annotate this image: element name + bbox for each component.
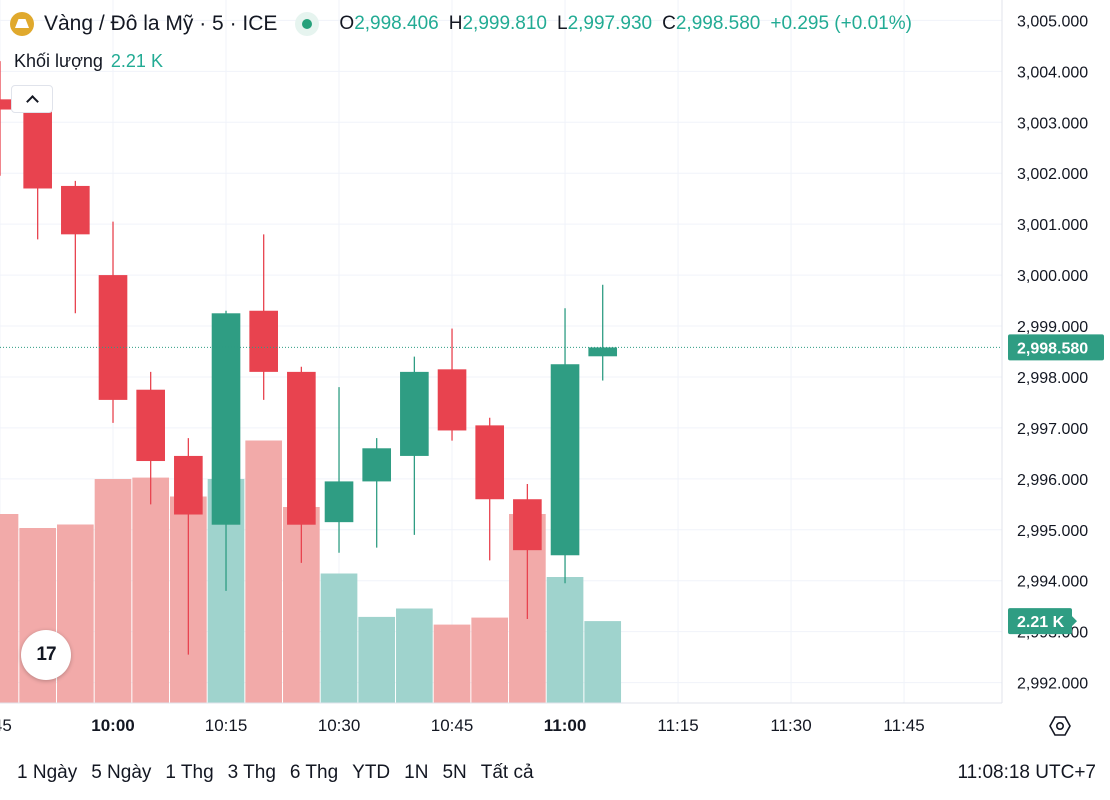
- low-label: L: [557, 13, 568, 34]
- range-ytd[interactable]: YTD: [352, 762, 391, 783]
- volume-bar: [132, 477, 170, 703]
- price-change: +0.295 (+0.01%): [770, 13, 912, 34]
- high-value: 2,999.810: [462, 13, 547, 34]
- open-value: 2,998.406: [354, 13, 439, 34]
- volume-bar: [320, 573, 358, 703]
- candle-body: [249, 310, 278, 372]
- candle-body: [324, 481, 354, 523]
- axis-value-labels: 2,998.580 2.21 K: [1008, 334, 1104, 635]
- date-range-selector: 1 Ngày 5 Ngày 1 Thg 3 Thg 6 Thg YTD 1N 5…: [10, 758, 541, 788]
- range-5-years[interactable]: 5N: [442, 762, 467, 783]
- candles: [0, 61, 618, 655]
- ohlc-values: O 2,998.406 H 2,999.810 L 2,997.930 C 2,998.…: [339, 13, 912, 35]
- price-tick-label: 2,996.000: [1017, 472, 1088, 489]
- range-6-months[interactable]: 6 Thg: [289, 762, 339, 783]
- candle-body: [475, 425, 505, 500]
- candle-body: [588, 347, 618, 357]
- chevron-up-icon: [25, 95, 39, 108]
- candle-body: [362, 448, 392, 482]
- range-all[interactable]: Tất cả: [480, 762, 534, 783]
- last-price-label: 2,998.580: [1017, 340, 1088, 357]
- range-1-month[interactable]: 1 Thg: [165, 762, 214, 783]
- open-label: O: [339, 13, 355, 34]
- range-1-year[interactable]: 1N: [404, 762, 429, 783]
- close-value: 2,998.580: [675, 13, 761, 34]
- time-tick-label: 10:30: [318, 716, 361, 735]
- symbol-title[interactable]: Vàng / Đô la Mỹ · 5 · ICE: [44, 12, 278, 35]
- candle-body: [287, 371, 316, 525]
- time-tick-label: 10:45: [431, 716, 474, 735]
- candle-body: [211, 313, 241, 525]
- time-tick-label: 10:15: [205, 716, 248, 735]
- range-5-days[interactable]: 5 Ngày: [91, 762, 152, 783]
- time-tick-label: 11:15: [657, 716, 698, 735]
- price-tick-label: 3,001.000: [1017, 217, 1088, 234]
- price-tick-label: 3,005.000: [1017, 13, 1088, 30]
- volume-bar: [0, 514, 19, 703]
- time-tick-label: 11:00: [544, 716, 587, 735]
- settings-hexagon-icon: [1049, 716, 1071, 736]
- volume-bar: [94, 479, 132, 703]
- time-axis[interactable]: :45 10:00 10:15 10:30 10:45 11:00 11:15 11:30 11…: [0, 716, 925, 735]
- volume-bar: [471, 617, 509, 703]
- candle-body: [550, 364, 580, 556]
- candle-body: [400, 371, 429, 456]
- gold-bar-icon[interactable]: [10, 12, 34, 36]
- volume-bar: [396, 608, 433, 703]
- last-volume-label-arrow: [1072, 616, 1077, 627]
- price-tick-label: 3,004.000: [1017, 64, 1088, 81]
- market-status-icon[interactable]: [295, 12, 320, 36]
- candle-body: [98, 275, 128, 400]
- time-tick-label: 11:30: [770, 716, 811, 735]
- price-tick-label: 2,995.000: [1017, 523, 1088, 540]
- time-tick-label: :45: [0, 716, 12, 735]
- price-tick-label: 2,998.000: [1017, 370, 1088, 387]
- last-volume-label: 2.21 K: [1017, 614, 1065, 631]
- bottom-toolbar: 1 Ngày 5 Ngày 1 Thg 3 Thg 6 Thg YTD 1N 5…: [0, 758, 1110, 792]
- candle-body: [136, 389, 165, 462]
- last-volume-label-bg: [1008, 608, 1072, 635]
- volume-bar: [358, 616, 396, 703]
- candle-body: [513, 499, 542, 551]
- candle-body: [0, 99, 15, 110]
- volume-bar: [546, 577, 584, 703]
- volume-bar: [245, 440, 283, 703]
- volume-bar: [57, 524, 94, 703]
- candle-body: [174, 455, 203, 515]
- tradingview-logo-icon[interactable]: 17: [21, 630, 71, 680]
- volume-label[interactable]: Khối lượng: [14, 51, 103, 71]
- price-tick-label: 3,000.000: [1017, 268, 1088, 285]
- time-tick-label: 10:00: [91, 716, 134, 735]
- price-tick-label: 3,003.000: [1017, 115, 1088, 132]
- volume-legend: Khối lượng 2.21 K: [14, 51, 163, 72]
- volume-bar: [433, 624, 471, 703]
- last-price-label-bg: [1008, 334, 1104, 361]
- close-label: C: [662, 13, 676, 34]
- candle-body: [23, 109, 52, 189]
- price-tick-label: 2,992.000: [1017, 676, 1088, 693]
- price-tick-label: 3,002.000: [1017, 166, 1088, 183]
- time-tick-label: 11:45: [883, 716, 924, 735]
- low-value: 2,997.930: [567, 13, 653, 34]
- high-label: H: [448, 13, 463, 34]
- price-axis[interactable]: 3,005.000 3,004.000 3,003.000 3,002.000 3,00…: [1017, 13, 1088, 692]
- candle-body: [61, 185, 90, 235]
- price-tick-label: 2,994.000: [1017, 574, 1088, 591]
- price-tick-label: 2,997.000: [1017, 421, 1088, 438]
- range-3-months[interactable]: 3 Thg: [227, 762, 276, 783]
- volume-bar: [584, 621, 622, 703]
- symbol-legend: Vàng / Đô la Mỹ · 5 · ICE O 2,998.406 H 2,…: [10, 12, 912, 36]
- price-tick-label: 2,999.000: [1017, 319, 1088, 336]
- chart-settings-button[interactable]: [1046, 712, 1074, 740]
- range-1-day[interactable]: 1 Ngày: [17, 762, 78, 783]
- timezone-clock[interactable]: 11:08:18 UTC+7: [957, 762, 1096, 783]
- collapse-legend-button[interactable]: [11, 85, 53, 113]
- logo-text: 17: [36, 644, 56, 665]
- candle-body: [437, 369, 467, 431]
- volume-value: 2.21 K: [110, 51, 163, 71]
